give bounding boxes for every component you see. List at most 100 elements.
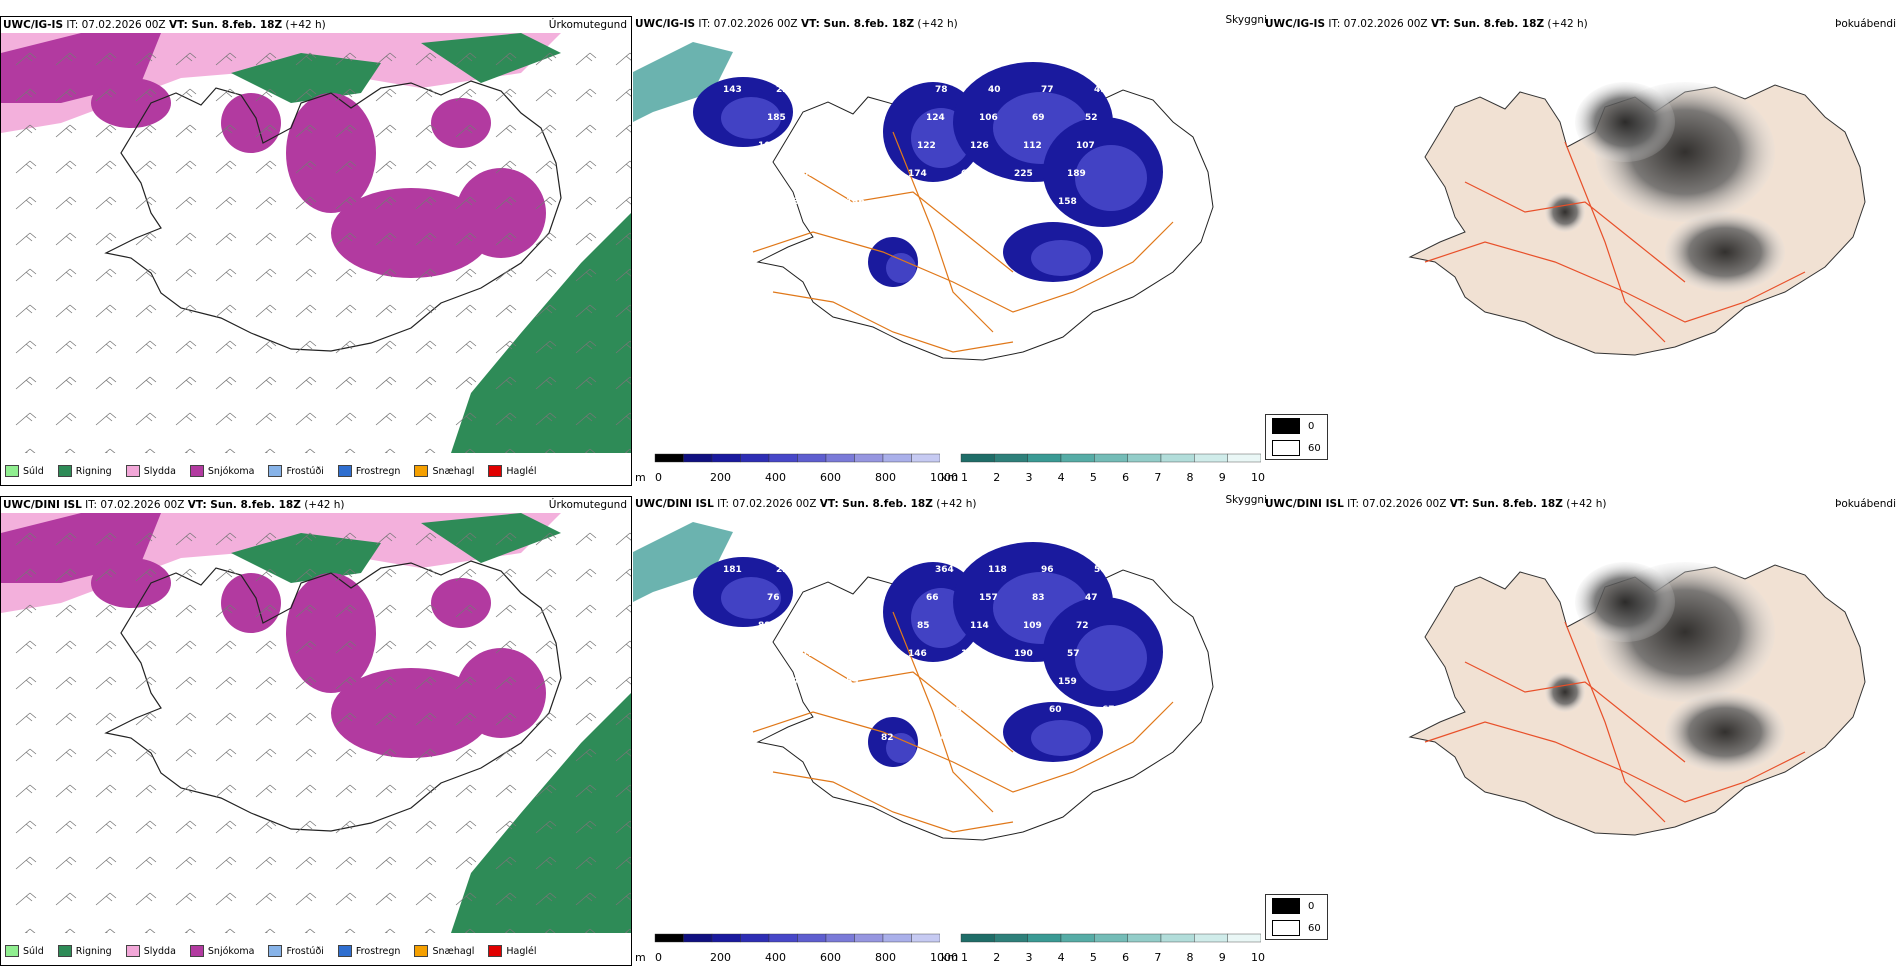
colorbar-tick: 1000 (930, 471, 958, 484)
vis-value-label: 107 (1076, 141, 1095, 151)
colorbar-tick: 10 (1251, 951, 1265, 964)
legend-item: Rigning (57, 465, 112, 477)
fog-header: UWC/IG-IS IT: 07.02.2026 00Z VT: Sun. 8.… (1265, 18, 1588, 30)
precip-title: Úrkomutegund (548, 499, 627, 511)
vis-value-label: 62 (961, 169, 974, 179)
vis-value-label: 168 (943, 705, 962, 715)
colorbar-tick: 3 (1025, 471, 1033, 484)
vis-value-label: 174 (908, 169, 927, 179)
colorbar-tick: 6 (1122, 471, 1130, 484)
precip-title: Úrkomutegund (548, 19, 627, 31)
colorbar-tick: 600 (820, 471, 841, 484)
vis-value-label: 88 (758, 621, 771, 631)
vis-value-label: 52 (1085, 113, 1098, 123)
colorbar-tick: 200 (710, 471, 731, 484)
vis-value-label: 146 (908, 649, 927, 659)
vis-value-label: 62 (890, 225, 903, 235)
fog-panel-bottom: UWC/DINI ISL IT: 07.02.2026 00Z VT: Sun.… (1265, 496, 1900, 966)
legend-label: Frostregn (355, 465, 401, 477)
colorbar-tick: 400 (765, 951, 786, 964)
vis-value-label: 90 (864, 621, 877, 631)
vis-value-label: 109 (1023, 621, 1042, 631)
vis-value-label: 94 (784, 225, 797, 235)
vis-value-label: 157 (979, 593, 998, 603)
legend-item: Frostregn (337, 945, 401, 957)
vis-value-label: 34 (793, 197, 806, 207)
legend-swatch (488, 945, 503, 957)
vis-value-label: 78 (935, 85, 948, 95)
vis-value-label: 106 (979, 113, 998, 123)
vis-value-label: 143 (749, 649, 768, 659)
legend-label: Snæhagl (432, 945, 475, 957)
colorbar-tick: 2 (993, 951, 1001, 964)
vis-title: Skyggni (1225, 494, 1268, 506)
legend-item: Snjókoma (189, 945, 255, 957)
legend-item: Slydda (125, 465, 176, 477)
legend-item: Rigning (57, 945, 112, 957)
precip-map (1, 33, 631, 453)
fog-map (1265, 512, 1900, 932)
vis-value-label: 68 (802, 169, 815, 179)
fog-header: UWC/DINI ISL IT: 07.02.2026 00Z VT: Sun.… (1265, 498, 1607, 510)
colorbar-unit: m (635, 951, 646, 964)
vis-value-label: 159 (1058, 677, 1077, 687)
vis-value-label: 69 (1032, 113, 1045, 123)
fog-map (1265, 32, 1900, 452)
colorbar-tick: 4 (1057, 471, 1065, 484)
legend-label: Rigning (75, 945, 112, 957)
vis-value-label: 126 (970, 141, 989, 151)
colorbar-tick: 2 (993, 471, 1001, 484)
legend-label: Snjókoma (207, 945, 255, 957)
colorbar-tick: 7 (1154, 951, 1162, 964)
vis-colorbar: km 1 2 3 4 5 6 7 8 9 10 (941, 450, 1265, 484)
legend-swatch (125, 945, 140, 957)
vis-panel-bottom: UWC/DINI ISL IT: 07.02.2026 00Z VT: Sun.… (633, 494, 1268, 966)
colorbar-tick: 8 (1186, 471, 1194, 484)
precip-panel-top: UWC/IG-IS IT: 07.02.2026 00Z VT: Sun. 8.… (0, 16, 632, 486)
vis-value-label: 67 (731, 225, 744, 235)
colorbar-tick: 4 (1057, 951, 1065, 964)
legend-item: Snjókoma (189, 465, 255, 477)
vis-value-label: 98 (943, 225, 956, 235)
vis-value-label: 118 (988, 565, 1007, 575)
vis-value-label: 115 (855, 169, 874, 179)
row-bottom: UWC/DINI ISL IT: 07.02.2026 00Z VT: Sun.… (0, 494, 1900, 966)
vis-value-label: 158 (1058, 197, 1077, 207)
legend-label: Frostregn (355, 945, 401, 957)
legend-swatch (57, 465, 72, 477)
vis-value-label: 101 (758, 141, 777, 151)
legend-swatch (414, 465, 429, 477)
vis-value-label: 82 (881, 733, 894, 743)
vis-map: 143 229 65 31 78 40 77 49 185 94 96 124 106 69 52 101 18… (633, 32, 1265, 452)
colorbar-tick: 1 (961, 951, 968, 964)
vis-value-label: 98 (996, 705, 1009, 715)
vis-value-label: 74 (934, 733, 947, 743)
vis-value-label: 96 (1041, 565, 1054, 575)
fog-legend: 0 60 (1265, 414, 1328, 460)
colorbar-tick: 6 (1122, 951, 1130, 964)
vis-value-label: 78 (899, 197, 912, 207)
vis-value-label: 94 (820, 113, 833, 123)
vis-value-label: 67 (1102, 705, 1115, 715)
vis-header: UWC/DINI ISL IT: 07.02.2026 00Z VT: Sun.… (635, 498, 977, 510)
vis-value-label: 265 (890, 705, 909, 715)
legend-swatch (337, 945, 352, 957)
legend-swatch (268, 945, 283, 957)
fog-title: Þokuábendi (1835, 498, 1896, 510)
colorbar-unit: km (941, 471, 959, 484)
colorbar-tick: 400 (765, 471, 786, 484)
legend-swatch (488, 465, 503, 477)
vis-value-label: 222 (776, 565, 795, 575)
legend-label: Rigning (75, 465, 112, 477)
legend-item: Snæhagl (414, 945, 474, 957)
vis-value-label: 47 (1085, 593, 1098, 603)
precip-legend: Súld Rigning Slydda Snjókoma Frostúði Frostre… (5, 465, 537, 477)
precip-map (1, 513, 631, 933)
vis-title: Skyggni (1225, 14, 1268, 26)
legend-label: Snjókoma (207, 465, 255, 477)
vis-value-label: 49 (1094, 85, 1107, 95)
vis-value-label: 85 (917, 621, 930, 631)
legend-swatch (189, 465, 204, 477)
vis-value-label: 69 (740, 677, 753, 687)
vis-map: 181 222 202 120 364 118 96 56 76 123 96 66 157 83 47 88… (633, 512, 1265, 932)
